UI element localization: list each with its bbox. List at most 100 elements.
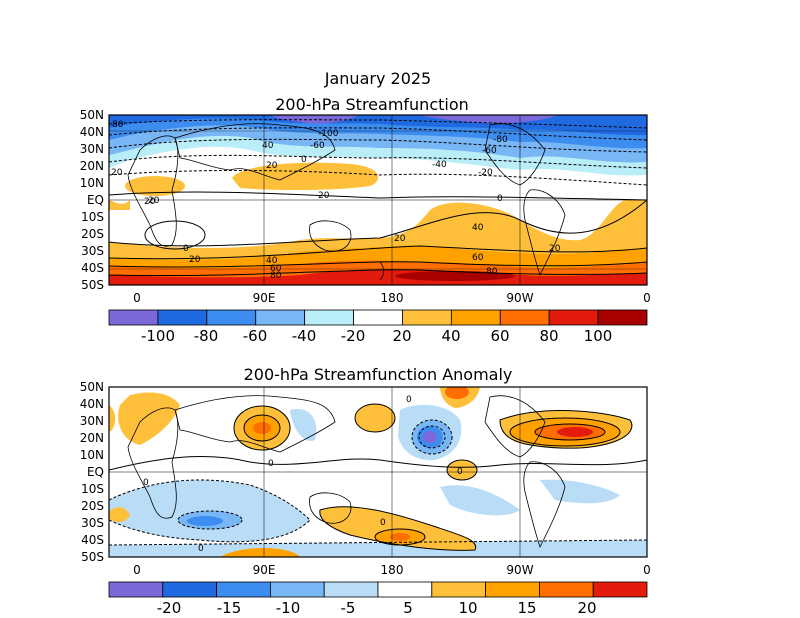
colorbar-swatch <box>108 309 159 326</box>
svg-text:40: 40 <box>266 256 278 266</box>
colorbar-swatch <box>216 581 271 598</box>
lat-label: 30N <box>80 414 104 428</box>
colorbar2 <box>108 581 648 598</box>
lat-label: EQ <box>87 465 104 479</box>
svg-text:20: 20 <box>189 255 201 265</box>
colorbar-label: -5 <box>341 599 356 617</box>
lon-label: 180 <box>381 291 404 305</box>
lon-label: 0 <box>643 291 651 305</box>
svg-text:-60: -60 <box>482 146 497 156</box>
svg-text:-60: -60 <box>310 141 325 151</box>
lon-label: 180 <box>381 563 404 577</box>
colorbar-label: -60 <box>243 327 268 345</box>
panel2-lon-labels: 0 90E 180 90W 0 <box>133 563 651 577</box>
svg-text:20: 20 <box>144 197 156 207</box>
svg-text:20: 20 <box>318 191 330 201</box>
svg-text:-40: -40 <box>432 160 447 170</box>
colorbar-label: 10 <box>458 599 477 617</box>
panel1-lat-labels: 50N 40N 30N 20N 10N EQ 10S 20S 30S 40S 5… <box>80 108 104 292</box>
svg-text:40: 40 <box>262 141 274 151</box>
lat-label: 20S <box>81 227 104 241</box>
lon-label: 90E <box>253 563 276 577</box>
lat-label: 40S <box>81 533 104 547</box>
colorbar-swatch <box>402 309 452 326</box>
colorbar-label: 15 <box>517 599 536 617</box>
lat-label: 20N <box>80 159 104 173</box>
lon-label: 90W <box>506 563 533 577</box>
lat-label: 30S <box>81 516 104 530</box>
panel1-lon-labels: 0 90E 180 90W 0 <box>133 291 651 305</box>
svg-text:60: 60 <box>472 253 484 263</box>
colorbar-label: 5 <box>403 599 413 617</box>
lat-label: 40S <box>81 261 104 275</box>
s-band-plus80 <box>109 269 647 285</box>
colorbar-label: 60 <box>490 327 509 345</box>
lat-label: 50S <box>81 278 104 292</box>
svg-text:20: 20 <box>148 196 160 206</box>
colorbar-label: 40 <box>441 327 460 345</box>
svg-text:20: 20 <box>111 168 123 178</box>
svg-text:80: 80 <box>486 267 498 277</box>
lat-label: 50N <box>80 380 104 394</box>
colorbar-swatch <box>431 581 486 598</box>
colorbar-swatch <box>548 309 599 326</box>
svg-text:0: 0 <box>406 395 412 405</box>
panel2-contour-labels: 0 0 0 0 0 0 <box>143 395 463 554</box>
lat-label: 30N <box>80 142 104 156</box>
panel2-grid <box>109 387 647 557</box>
lat-label: 40N <box>80 125 104 139</box>
n-anticyclone-africa <box>125 176 185 196</box>
svg-text:80: 80 <box>270 271 282 281</box>
lat-label: 40N <box>80 397 104 411</box>
lon-label: 0 <box>643 563 651 577</box>
lat-label: 10N <box>80 176 104 190</box>
lat-label: 50S <box>81 550 104 564</box>
svg-text:0: 0 <box>457 467 463 477</box>
svg-text:40: 40 <box>472 223 484 233</box>
svg-text:-100: -100 <box>318 129 339 139</box>
svg-text:0: 0 <box>183 244 189 254</box>
lat-label: 10S <box>81 482 104 496</box>
panel1-contour-labels: 80 -100 -60 -80 -60 40 20 0 -40 -20 20 2… <box>111 120 561 281</box>
colorbar-label: 100 <box>584 327 613 345</box>
svg-text:0: 0 <box>380 518 386 528</box>
panel1-map <box>109 115 647 285</box>
lat-label: 20S <box>81 499 104 513</box>
lon-label: 90E <box>253 291 276 305</box>
colorbar1-labels: -100 -80 -60 -40 -20 20 40 60 80 100 <box>141 327 612 345</box>
svg-text:80: 80 <box>112 120 124 130</box>
colorbar-swatch <box>592 581 648 598</box>
colorbar2-labels: -20 -15 -10 -5 5 10 15 20 <box>157 599 597 617</box>
figure-title: January 2025 <box>324 69 431 88</box>
colorbar-swatch <box>157 309 208 326</box>
lat-label: 20N <box>80 431 104 445</box>
lat-label: 10N <box>80 448 104 462</box>
lon-label: 90W <box>506 291 533 305</box>
svg-text:20: 20 <box>549 244 561 254</box>
colorbar-swatch <box>269 581 325 598</box>
colorbar-swatch <box>485 581 540 598</box>
colorbar-swatch <box>108 581 164 598</box>
colorbar-label: -20 <box>341 327 366 345</box>
colorbar-label: -20 <box>157 599 182 617</box>
panel2-title: 200-hPa Streamfunction Anomaly <box>244 365 513 384</box>
n-anticyclone-asia <box>232 162 379 190</box>
lon-label: 0 <box>133 563 141 577</box>
band-minus100-pacific <box>420 115 560 124</box>
svg-text:0: 0 <box>268 459 274 469</box>
lat-label: 50N <box>80 108 104 122</box>
panel2-frame <box>108 386 648 558</box>
svg-text:0: 0 <box>143 478 149 488</box>
colorbar-label: 20 <box>577 599 596 617</box>
svg-text:-20: -20 <box>478 168 493 178</box>
colorbar-label: -100 <box>141 327 175 345</box>
panel1-title: 200-hPa Streamfunction <box>275 95 469 114</box>
anom-neg-south-indian <box>109 480 310 542</box>
panel2-map <box>109 387 647 557</box>
colorbar-swatch <box>353 309 403 326</box>
colorbar-swatch <box>255 309 306 326</box>
panel2-lat-labels: 50N 40N 30N 20N 10N EQ 10S 20S 30S 40S 5… <box>80 380 104 564</box>
s-max-plus100 <box>395 271 515 281</box>
